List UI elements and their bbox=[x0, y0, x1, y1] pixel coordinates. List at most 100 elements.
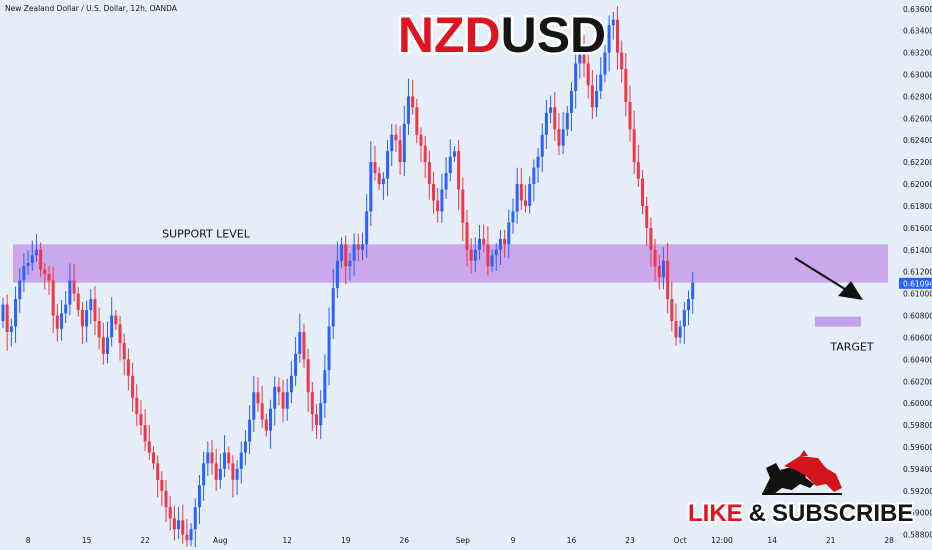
candle-body bbox=[193, 507, 197, 530]
candle-body bbox=[352, 244, 356, 261]
candle-body bbox=[620, 52, 624, 70]
candle-body bbox=[515, 184, 519, 212]
support-level-label: SUPPORT LEVEL bbox=[162, 227, 251, 240]
candle-body bbox=[503, 238, 507, 245]
candle-body bbox=[691, 282, 695, 300]
candle-body bbox=[210, 452, 214, 464]
time-tick-label: 9 bbox=[511, 536, 516, 545]
candle-body bbox=[43, 269, 47, 274]
candle-body bbox=[106, 337, 109, 354]
candle-body bbox=[532, 167, 536, 185]
cta-subscribe: SUBSCRIBE bbox=[772, 500, 913, 527]
candle-body bbox=[227, 452, 231, 464]
candle-body bbox=[289, 375, 293, 393]
candle-body bbox=[498, 238, 502, 250]
candle-body bbox=[440, 189, 444, 212]
projection-arrow bbox=[794, 257, 863, 300]
candle-body bbox=[461, 189, 465, 223]
candle-body bbox=[381, 178, 385, 185]
price-tick-label: 0.63200 bbox=[903, 49, 932, 58]
candle-body bbox=[243, 441, 247, 453]
chart-title: NZDUSD bbox=[398, 7, 606, 63]
candle-body bbox=[5, 304, 9, 332]
candle-body bbox=[524, 200, 527, 206]
candle-body bbox=[452, 151, 456, 157]
candles-group bbox=[1, 6, 695, 548]
candle-body bbox=[373, 162, 377, 174]
candle-body bbox=[72, 280, 76, 294]
candle-body bbox=[423, 145, 427, 163]
time-tick-label: 15 bbox=[82, 536, 92, 545]
candle-body bbox=[143, 425, 147, 442]
candle-body bbox=[22, 266, 26, 281]
candle-body bbox=[528, 184, 532, 206]
price-axis: 0.58800 0.59000 0.59200 0.59400 0.59600 0.598… bbox=[903, 5, 932, 540]
candle-body bbox=[544, 112, 548, 135]
candle-body bbox=[315, 414, 318, 426]
price-tick-label: 0.59400 bbox=[903, 465, 932, 474]
time-tick-label: 21 bbox=[826, 536, 836, 545]
candle-body bbox=[645, 205, 649, 228]
candle-body bbox=[298, 331, 302, 354]
candle-body bbox=[264, 419, 268, 431]
price-tick-label: 0.63600 bbox=[903, 5, 932, 14]
candle-body bbox=[239, 452, 243, 469]
candle-body bbox=[26, 262, 30, 267]
cta-amp: & bbox=[749, 500, 766, 527]
candle-body bbox=[323, 370, 327, 404]
candle-body bbox=[51, 280, 55, 316]
price-tick-label: 0.60200 bbox=[903, 377, 932, 386]
time-tick-label: 28 bbox=[884, 536, 894, 545]
candle-body bbox=[89, 299, 93, 311]
candle-body bbox=[60, 313, 64, 329]
candle-body bbox=[110, 315, 114, 338]
candle-body bbox=[649, 227, 653, 250]
candle-body bbox=[436, 200, 440, 212]
candle-body bbox=[666, 260, 670, 300]
candle-body bbox=[147, 441, 151, 453]
candle-body bbox=[181, 520, 185, 535]
candle-body bbox=[657, 266, 661, 278]
candle-body bbox=[356, 244, 360, 250]
price-tick-label: 0.59600 bbox=[903, 443, 932, 452]
candle-body bbox=[599, 74, 603, 91]
candle-body bbox=[674, 321, 678, 338]
candle-body bbox=[139, 414, 143, 426]
candle-body bbox=[331, 288, 335, 327]
candle-body bbox=[595, 90, 599, 108]
candle-body bbox=[93, 299, 97, 322]
candle-body bbox=[402, 123, 406, 163]
candle-body bbox=[682, 310, 686, 327]
candle-body bbox=[114, 315, 118, 325]
candle-body bbox=[565, 112, 569, 130]
candle-body bbox=[85, 310, 89, 327]
candle-body bbox=[390, 134, 394, 152]
candle-body bbox=[14, 299, 18, 327]
candle-body bbox=[624, 69, 628, 102]
candle-body bbox=[394, 134, 398, 141]
candle-body bbox=[252, 392, 256, 420]
candle-body bbox=[569, 90, 573, 113]
price-tick-label: 0.63400 bbox=[903, 27, 932, 36]
candle-body bbox=[310, 392, 314, 415]
candle-body bbox=[223, 452, 227, 469]
candle-body bbox=[628, 101, 632, 130]
candle-body bbox=[553, 107, 557, 130]
candle-body bbox=[30, 255, 34, 263]
candle-body bbox=[398, 140, 402, 163]
price-tick-label: 0.62000 bbox=[903, 180, 932, 189]
candle-body bbox=[202, 463, 206, 486]
candle-body bbox=[448, 156, 452, 174]
candle-body bbox=[1, 304, 5, 322]
candle-body bbox=[235, 468, 239, 480]
candle-body bbox=[607, 25, 611, 53]
candle-body bbox=[273, 386, 277, 409]
price-tick-label: 0.62200 bbox=[903, 158, 932, 167]
candle-body bbox=[653, 249, 657, 267]
price-tick-label: 0.58800 bbox=[903, 531, 932, 540]
candle-body bbox=[168, 507, 172, 519]
candle-body bbox=[306, 359, 310, 393]
candle-body bbox=[126, 359, 130, 376]
candle-body bbox=[419, 134, 423, 146]
candle-body bbox=[582, 47, 586, 64]
